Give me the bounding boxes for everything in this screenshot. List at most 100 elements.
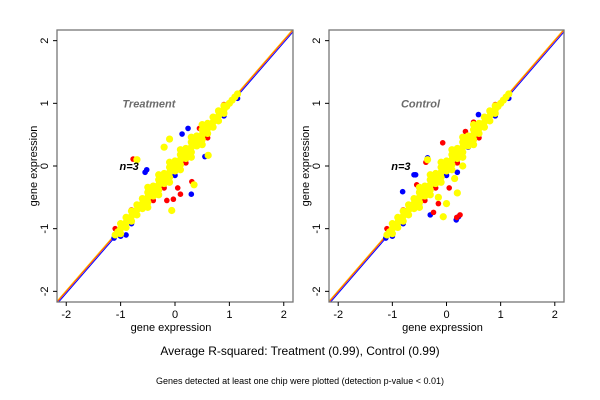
x-axis-label: gene expression	[131, 322, 212, 334]
data-point	[117, 220, 125, 228]
data-point	[160, 143, 168, 151]
x-tick-label: -1	[116, 309, 126, 321]
data-point	[123, 232, 129, 238]
data-point	[464, 142, 472, 150]
data-point	[439, 140, 446, 146]
data-point	[437, 163, 445, 171]
data-point	[459, 153, 467, 161]
data-point	[187, 133, 195, 141]
y-tick-label: 1	[311, 100, 323, 106]
data-point	[165, 173, 174, 181]
x-tick-label: 1	[226, 309, 232, 321]
data-point	[209, 123, 217, 131]
x-tick-label: -2	[333, 309, 343, 321]
r-squared-caption: Average R-squared: Treatment (0.99), Con…	[160, 344, 439, 358]
data-point	[220, 102, 228, 110]
data-point	[448, 146, 456, 154]
data-point	[204, 151, 212, 159]
data-point	[453, 154, 461, 163]
data-point	[394, 223, 402, 232]
x-tick-label: 2	[552, 309, 558, 321]
data-point	[459, 148, 467, 156]
data-point	[149, 182, 157, 190]
data-point	[475, 111, 482, 118]
x-tick-label: -1	[387, 309, 397, 321]
data-point	[176, 166, 185, 174]
data-point	[399, 207, 407, 215]
data-point	[198, 126, 206, 134]
data-point	[475, 119, 483, 127]
data-point	[179, 131, 185, 137]
data-point	[117, 230, 125, 238]
data-point	[410, 205, 418, 213]
data-point	[187, 138, 195, 146]
footnote: Genes detected at least one chip were pl…	[156, 376, 444, 386]
data-point	[160, 179, 168, 188]
data-point	[193, 132, 201, 140]
data-point	[459, 138, 467, 146]
data-point	[469, 141, 478, 149]
data-point	[469, 136, 478, 144]
data-point	[437, 178, 445, 186]
y-tick-label: 0	[311, 163, 323, 169]
data-point	[453, 189, 461, 197]
data-point	[144, 203, 152, 211]
data-point	[127, 207, 136, 215]
data-point	[190, 181, 198, 189]
data-point	[415, 198, 424, 206]
data-point	[454, 169, 461, 176]
data-point	[177, 191, 184, 198]
y-tick-label: 0	[39, 163, 51, 169]
data-point	[432, 169, 440, 178]
x-tick-label: -2	[61, 309, 71, 321]
data-point	[399, 188, 406, 195]
data-point	[204, 129, 212, 138]
data-point	[475, 129, 483, 138]
data-point	[176, 161, 185, 169]
data-point	[204, 119, 212, 127]
data-point	[220, 109, 228, 117]
data-point	[171, 167, 179, 175]
data-point	[442, 167, 451, 175]
data-point	[214, 107, 223, 115]
sample-size-annotation: n=3	[391, 161, 410, 173]
data-point	[164, 197, 170, 204]
data-point	[411, 171, 417, 178]
data-point	[505, 90, 513, 98]
data-point	[469, 121, 478, 129]
x-tick-label: 0	[172, 309, 178, 321]
data-point	[155, 176, 163, 184]
data-point	[415, 203, 424, 211]
data-point	[426, 186, 434, 194]
data-point	[214, 117, 223, 125]
data-point	[491, 109, 499, 117]
data-point	[457, 212, 463, 218]
data-point	[448, 161, 456, 169]
data-point	[160, 169, 168, 178]
data-point	[170, 196, 177, 203]
y-tick-label: 1	[39, 100, 51, 106]
data-point	[426, 171, 434, 179]
data-point	[439, 213, 447, 221]
data-point	[209, 113, 217, 121]
data-point	[165, 135, 174, 143]
data-point	[480, 123, 489, 131]
data-point	[133, 156, 141, 164]
panel-title: Treatment	[122, 98, 176, 110]
data-point	[486, 117, 494, 125]
data-point	[388, 220, 396, 228]
data-point	[410, 194, 418, 203]
data-point	[446, 185, 453, 191]
data-point	[399, 217, 407, 225]
data-point	[459, 162, 467, 170]
data-point	[144, 183, 152, 191]
scatter-panel-treatment: -2 -1 0 1 2 -2 -1 0 1 2 gene expression gene expres…	[28, 29, 294, 334]
plot-area	[57, 30, 293, 302]
y-tick-label: -1	[39, 224, 51, 234]
data-point	[133, 201, 141, 209]
data-point	[430, 209, 437, 216]
data-point	[182, 144, 190, 153]
data-point	[188, 191, 195, 198]
data-point	[155, 191, 163, 199]
data-point	[388, 230, 396, 238]
